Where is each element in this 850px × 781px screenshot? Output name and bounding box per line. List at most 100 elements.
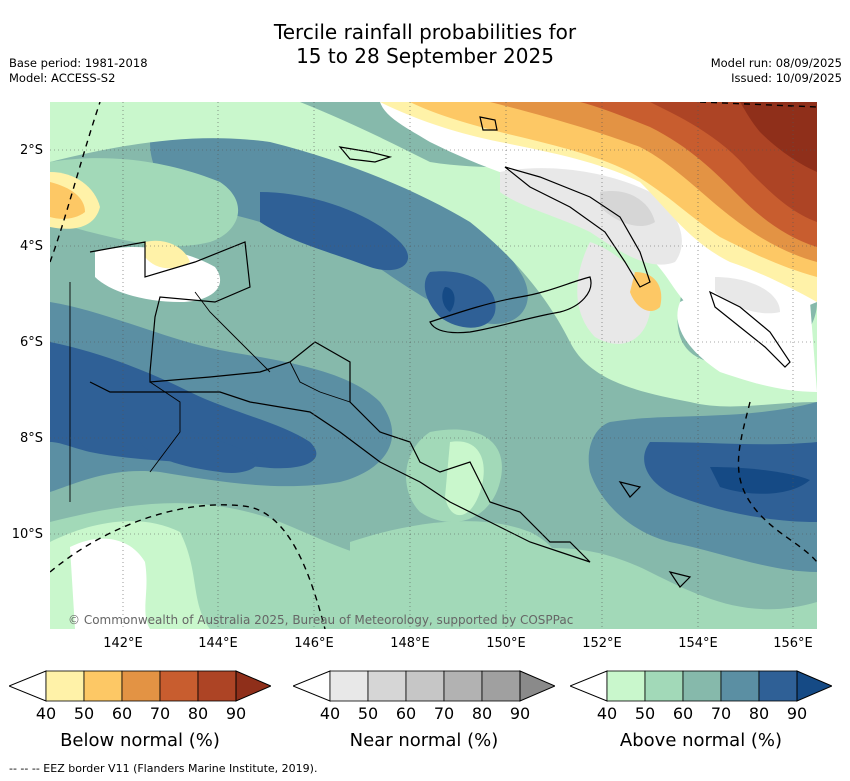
legend-tick: 60 xyxy=(395,704,417,723)
lon-label: 148°E xyxy=(390,636,430,651)
copyright-notice: © Commonwealth of Australia 2025, Bureau… xyxy=(68,613,574,627)
manus-coast xyxy=(338,146,393,163)
zone-above-50-mid xyxy=(350,521,559,596)
lon-label: 156°E xyxy=(773,636,813,651)
legend-below-normal: 40 50 60 70 80 90 Below normal (%) xyxy=(9,670,271,760)
legend-tick: 40 xyxy=(596,704,618,723)
lon-label: 152°E xyxy=(582,636,622,651)
legend-swatch xyxy=(443,670,483,702)
legend-bar-above xyxy=(570,670,832,702)
zone-above-90-newbritain xyxy=(442,287,455,312)
zone-above-80-sw xyxy=(140,422,259,473)
meta-right: Model run: 08/09/2025 Issued: 10/09/2025 xyxy=(711,56,842,86)
lon-label: 142°E xyxy=(103,636,143,651)
lat-label: 6°S xyxy=(19,335,43,350)
zone-near-50-north xyxy=(600,191,655,227)
bougainville-coast xyxy=(708,290,791,368)
border-3 xyxy=(289,361,351,403)
legend-tick: 40 xyxy=(319,704,341,723)
legend-swatch xyxy=(682,670,722,702)
lat-label: 2°S xyxy=(19,143,43,158)
zone-below-90-ne xyxy=(740,102,817,172)
legend-swatch xyxy=(329,670,369,702)
rainfall-map xyxy=(50,102,817,629)
legend-tick: 80 xyxy=(471,704,493,723)
legend-swatch xyxy=(367,670,407,702)
lon-label: 154°E xyxy=(678,636,718,651)
legend-swatch xyxy=(405,670,445,702)
legend-bar-near xyxy=(293,670,555,702)
legend-tick: 90 xyxy=(225,704,247,723)
zone-near-40-bougainville xyxy=(715,277,780,314)
lon-label: 144°E xyxy=(198,636,238,651)
legend-tick: 80 xyxy=(187,704,209,723)
legend-swatch xyxy=(481,670,521,702)
border-1 xyxy=(149,372,181,473)
zone-above-90-se xyxy=(710,467,810,494)
zone-above-40-centre xyxy=(445,441,484,516)
legend-swatch xyxy=(159,670,199,702)
legend-arrow-right xyxy=(519,670,555,702)
zone-below-50-west xyxy=(50,182,85,219)
zone-near-40-north xyxy=(500,168,682,265)
legend-tick: 90 xyxy=(786,704,808,723)
png-mainland-coast xyxy=(89,241,591,563)
legend-near-normal: 40 50 60 70 80 90 Near normal (%) xyxy=(293,670,555,760)
island-north xyxy=(479,116,498,131)
eez-border-ne xyxy=(699,102,817,108)
legend-tick: 70 xyxy=(433,704,455,723)
zone-above-80-west xyxy=(50,342,317,469)
legend-swatch xyxy=(606,670,646,702)
legend-title: Above normal (%) xyxy=(619,730,783,751)
province-borders xyxy=(69,282,351,502)
legend-swatch xyxy=(644,670,684,702)
zone-near-40-newireland xyxy=(577,242,650,344)
legend-arrow-right xyxy=(796,670,832,702)
legend-arrow-left xyxy=(293,670,331,702)
legend-tick: 40 xyxy=(35,704,57,723)
legend-tick: 60 xyxy=(111,704,133,723)
eez-footnote: -- -- -- EEZ border V11 (Flanders Marine… xyxy=(9,762,318,775)
lon-label: 150°E xyxy=(486,636,526,651)
legend-tick: 50 xyxy=(73,704,95,723)
legend-swatch xyxy=(121,670,161,702)
legend-arrow-right xyxy=(235,670,271,702)
legend-swatch xyxy=(45,670,85,702)
zone-white-east xyxy=(677,288,817,392)
legend-swatch xyxy=(83,670,123,702)
lat-label: 10°S xyxy=(11,527,43,542)
title-line-1: Tercile rainfall probabilities for xyxy=(273,20,577,44)
eez-borders xyxy=(50,102,817,629)
zone-above-80-north xyxy=(260,192,409,271)
model-run: Model run: 08/09/2025 xyxy=(710,56,842,70)
legend-bar-below xyxy=(9,670,271,702)
legend-tick: 90 xyxy=(509,704,531,723)
zone-below-40-inland xyxy=(145,240,190,269)
coastlines xyxy=(89,116,791,588)
map-svg xyxy=(50,102,817,629)
meta-left: Base period: 1981-2018 Model: ACCESS-S2 xyxy=(9,56,148,86)
legend-title: Near normal (%) xyxy=(349,730,499,751)
title: Tercile rainfall probabilities for 15 to… xyxy=(0,20,850,68)
zone-above-80-newbritain xyxy=(424,271,496,328)
legend-swatch xyxy=(197,670,237,702)
model-name: Model: ACCESS-S2 xyxy=(9,71,116,85)
legend-tick: 70 xyxy=(710,704,732,723)
legend-tick: 80 xyxy=(748,704,770,723)
new-britain-coast xyxy=(429,276,592,334)
eez-border-west xyxy=(50,102,101,263)
island-se-1 xyxy=(618,481,642,498)
title-line-2: 15 to 28 September 2025 xyxy=(296,44,554,68)
legend-tick: 70 xyxy=(149,704,171,723)
legend-title: Below normal (%) xyxy=(60,730,220,751)
lat-label: 8°S xyxy=(19,431,43,446)
eez-border-east xyxy=(737,401,817,563)
legend-tick: 60 xyxy=(672,704,694,723)
new-ireland-coast xyxy=(504,166,651,288)
legend-tick: 50 xyxy=(634,704,656,723)
legend-tick: 50 xyxy=(357,704,379,723)
legend-swatch xyxy=(758,670,798,702)
zone-below-50-newireland xyxy=(630,272,662,312)
legend-arrow-left xyxy=(9,670,47,702)
issued-date: Issued: 10/09/2025 xyxy=(731,71,842,85)
